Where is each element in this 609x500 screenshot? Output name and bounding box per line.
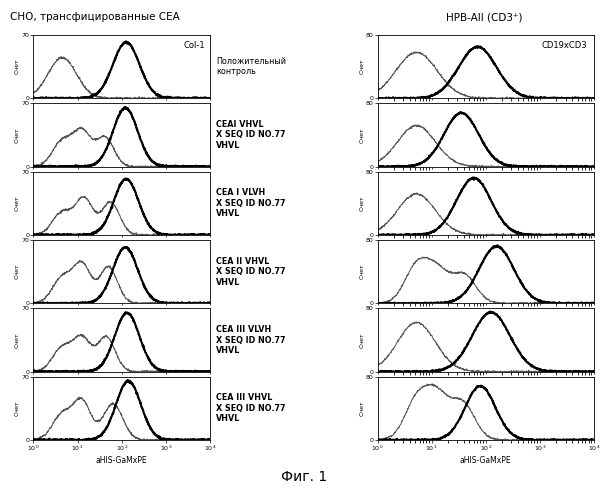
Text: CEAI VHVL
X SEQ ID NO.77
VHVL: CEAI VHVL X SEQ ID NO.77 VHVL	[216, 120, 286, 150]
Y-axis label: Счет: Счет	[359, 332, 364, 348]
Text: HPB-All (CD3⁺): HPB-All (CD3⁺)	[446, 12, 523, 22]
Text: CEA I VLVH
X SEQ ID NO.77
VHVL: CEA I VLVH X SEQ ID NO.77 VHVL	[216, 188, 286, 218]
Text: CEA III VHVL
X SEQ ID NO.77
VHVL: CEA III VHVL X SEQ ID NO.77 VHVL	[216, 394, 286, 423]
Text: Col-1: Col-1	[183, 42, 205, 50]
Text: Положительный
контроль: Положительный контроль	[216, 57, 286, 76]
Y-axis label: Счет: Счет	[359, 400, 364, 416]
Y-axis label: Счет: Счет	[15, 332, 20, 348]
Y-axis label: Счет: Счет	[15, 59, 20, 74]
Text: CEA II VHVL
X SEQ ID NO.77
VHVL: CEA II VHVL X SEQ ID NO.77 VHVL	[216, 257, 286, 286]
Text: Фиг. 1: Фиг. 1	[281, 470, 328, 484]
X-axis label: aHIS-GaMxPE: aHIS-GaMxPE	[460, 456, 512, 465]
Y-axis label: Счет: Счет	[359, 127, 364, 143]
Text: CEA III VLVH
X SEQ ID NO.77
VHVL: CEA III VLVH X SEQ ID NO.77 VHVL	[216, 325, 286, 355]
Text: CD19xCD3: CD19xCD3	[541, 42, 587, 50]
Y-axis label: Счет: Счет	[15, 196, 20, 211]
Y-axis label: Счет: Счет	[359, 264, 364, 280]
Y-axis label: Счет: Счет	[15, 127, 20, 143]
Y-axis label: Счет: Счет	[359, 59, 364, 74]
Y-axis label: Счет: Счет	[359, 196, 364, 211]
X-axis label: aHIS-GaMxPE: aHIS-GaMxPE	[96, 456, 147, 465]
Text: СНО, трансфицированные CEA: СНО, трансфицированные CEA	[10, 12, 179, 22]
Y-axis label: Счет: Счет	[15, 264, 20, 280]
Y-axis label: Счет: Счет	[15, 400, 20, 416]
